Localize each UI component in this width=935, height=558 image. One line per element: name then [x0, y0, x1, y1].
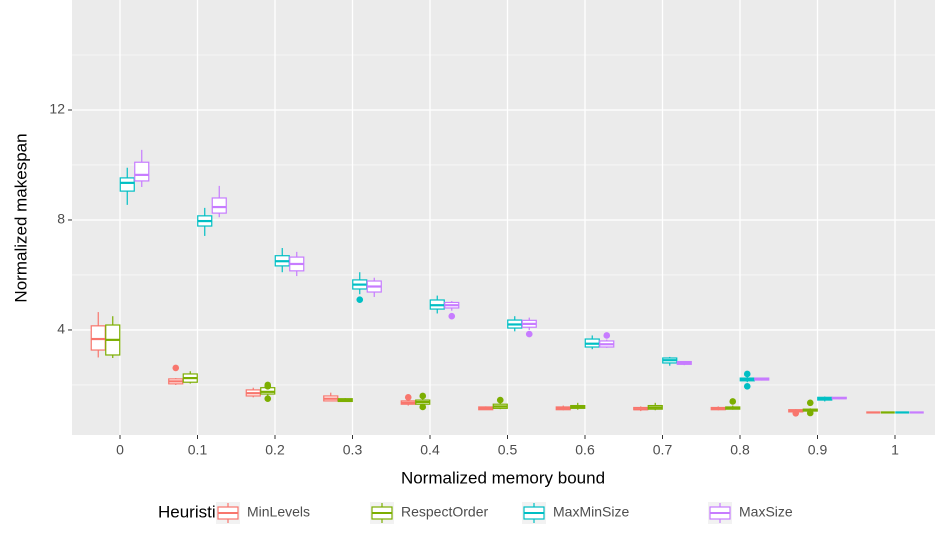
panel: [72, 0, 935, 435]
legend-label: MinLevels: [247, 504, 310, 520]
outlier: [356, 296, 364, 304]
legend-label: RespectOrder: [401, 504, 488, 520]
x-tick-label: 0.1: [188, 442, 208, 458]
outlier: [419, 403, 427, 411]
legend-title: Heuristic: [158, 502, 225, 521]
outlier: [792, 409, 800, 417]
y-tick-label: 12: [49, 101, 65, 117]
outlier: [743, 383, 751, 390]
outlier: [603, 332, 611, 339]
outlier: [172, 364, 180, 372]
outlier: [448, 312, 456, 320]
y-tick-label: 4: [57, 321, 65, 337]
box: [211, 197, 227, 214]
outlier: [806, 399, 814, 407]
x-tick-label: 0.8: [730, 442, 750, 458]
outlier: [404, 394, 412, 401]
outlier: [743, 370, 751, 378]
box: [134, 161, 150, 182]
x-tick-label: 0: [116, 442, 124, 458]
outlier: [264, 395, 272, 403]
y-tick-label: 8: [57, 211, 65, 227]
x-tick-label: 0.6: [575, 442, 595, 458]
x-tick-label: 0.5: [498, 442, 518, 458]
outlier: [419, 392, 427, 400]
x-tick-label: 1: [891, 442, 899, 458]
outlier: [496, 396, 504, 404]
outlier: [525, 330, 533, 338]
x-tick-label: 0.4: [420, 442, 440, 458]
box: [119, 177, 135, 192]
outlier: [264, 381, 272, 389]
legend-label: MaxMinSize: [553, 504, 629, 520]
x-tick-label: 0.2: [265, 442, 285, 458]
x-tick-label: 0.3: [343, 442, 363, 458]
x-tick-label: 0.9: [808, 442, 828, 458]
x-axis-title: Normalized memory bound: [401, 468, 605, 487]
x-tick-label: 0.7: [653, 442, 673, 458]
y-axis-title: Normalized makespan: [11, 133, 30, 302]
legend-label: MaxSize: [739, 504, 793, 520]
outlier: [806, 409, 814, 417]
outlier: [729, 398, 737, 405]
